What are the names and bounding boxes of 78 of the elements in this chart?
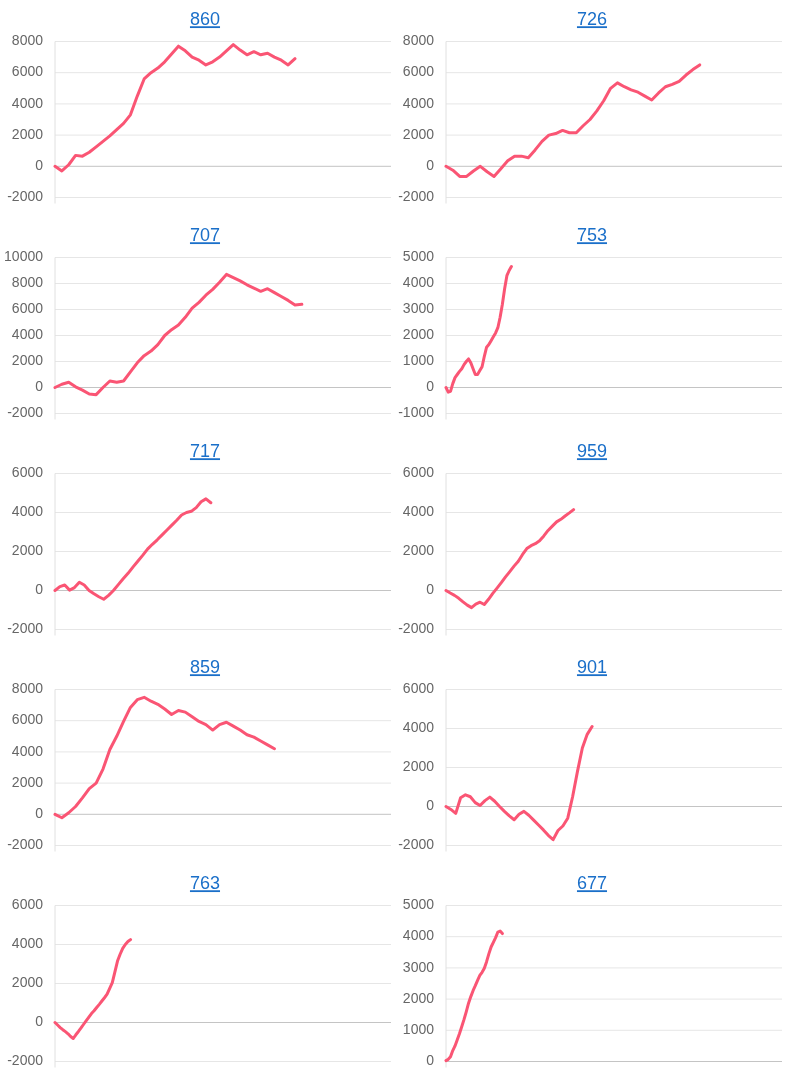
y-tick-label: 0 [35,378,44,395]
chart-title: 763 [189,873,221,894]
y-tick-label: -2000 [7,836,44,853]
y-tick-label: 2000 [402,989,435,1006]
y-tick-label: 3000 [402,300,435,317]
chart-title: 726 [576,9,608,30]
y-tick-label: 4000 [402,927,435,944]
line-series [444,63,702,178]
y-tick-label: 4000 [11,935,44,952]
y-tick-label: -2000 [398,620,435,637]
y-tick-label: -1000 [398,404,435,421]
chart-title: 753 [576,225,608,246]
y-tick-label: 0 [426,797,435,814]
line-series [53,272,304,397]
chart-title: 859 [189,657,221,678]
y-tick-label: -2000 [7,188,44,205]
y-tick-label: 4000 [402,719,435,736]
chart-title: 959 [576,441,608,462]
y-tick-label: 5000 [402,248,435,265]
y-tick-label: 6000 [402,464,435,481]
y-tick-label: 0 [35,581,44,598]
y-tick-label: 0 [426,378,435,395]
y-tick-label: 2000 [11,773,44,790]
line-series [444,508,576,610]
line-series [444,725,594,842]
y-tick-label: 2000 [402,326,435,343]
y-tick-label: -2000 [7,404,44,421]
y-tick-label: 6000 [11,63,44,80]
y-tick-label: 1000 [402,352,435,369]
y-tick-label: 4000 [402,274,435,291]
y-tick-label: 4000 [11,742,44,759]
y-tick-label: 2000 [402,125,435,142]
y-tick-label: 6000 [11,711,44,728]
chart-title: 707 [189,225,221,246]
chart-title: 717 [189,441,221,462]
y-tick-label: 0 [35,805,44,821]
y-tick-label: -2000 [398,836,435,853]
y-tick-label: 6000 [402,680,435,697]
y-tick-label: 0 [35,1013,44,1030]
y-tick-label: 8000 [402,32,435,49]
y-tick-label: -2000 [7,620,44,637]
y-tick-label: 4000 [11,94,44,111]
y-tick-label: 4000 [402,503,435,520]
y-tick-label: 2000 [11,974,44,991]
y-tick-label: 4000 [11,503,44,520]
y-tick-label: -2000 [398,188,435,205]
y-tick-label: -2000 [7,1052,44,1069]
line-series [444,265,513,394]
y-tick-label: 0 [426,1052,435,1069]
y-tick-label: 6000 [11,896,44,913]
y-tick-label: 10000 [4,248,44,265]
y-tick-label: 6000 [402,63,435,80]
y-tick-label: 8000 [11,680,44,697]
y-tick-label: 1000 [402,1021,435,1037]
line-series [53,497,213,601]
y-tick-label: 2000 [11,542,44,559]
chart-title: 901 [576,657,608,678]
line-series [53,695,276,820]
y-tick-label: 2000 [11,352,44,369]
line-series [53,938,133,1040]
y-tick-label: 4000 [402,94,435,111]
y-tick-label: 4000 [11,326,44,343]
line-series [444,929,504,1063]
y-tick-label: 3000 [402,958,435,975]
y-tick-label: 0 [426,157,435,173]
y-tick-label: 6000 [11,300,44,317]
y-tick-label: 8000 [11,32,44,49]
line-series [53,43,297,173]
y-tick-label: 6000 [11,464,44,481]
y-tick-label: 2000 [11,125,44,142]
chart-title: 677 [576,873,608,894]
y-tick-label: 0 [35,157,44,173]
y-tick-label: 8000 [11,274,44,291]
y-tick-label: 5000 [402,896,435,913]
y-tick-label: 2000 [402,758,435,775]
y-tick-label: 0 [426,581,435,598]
chart-title: 860 [189,9,221,30]
y-tick-label: 2000 [402,542,435,559]
